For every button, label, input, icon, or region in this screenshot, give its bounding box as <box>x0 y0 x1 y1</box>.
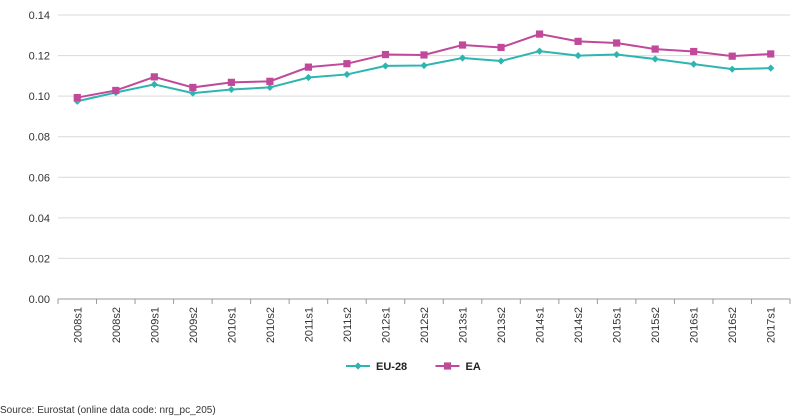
data-point <box>767 50 775 58</box>
x-tick-label: 2008s1 <box>72 307 84 343</box>
data-point <box>266 77 274 85</box>
data-point <box>189 89 197 97</box>
data-point <box>189 83 197 92</box>
data-point <box>150 80 158 88</box>
data-point <box>767 64 775 72</box>
data-point <box>728 65 736 73</box>
series-eu-28 <box>73 47 775 105</box>
data-point <box>497 57 505 65</box>
y-tick-label: 0.04 <box>29 213 50 225</box>
x-tick-label: 2009s2 <box>188 307 200 343</box>
data-point <box>266 83 274 92</box>
y-tick-label: 0.10 <box>29 91 50 103</box>
series-line <box>77 50 771 103</box>
data-point <box>458 54 467 62</box>
y-tick-label: 0.06 <box>29 172 50 184</box>
x-tick-label: 2016s2 <box>727 307 739 343</box>
y-tick-label: 0.14 <box>29 10 50 22</box>
data-point <box>574 37 582 45</box>
x-tick-label: 2008s2 <box>111 307 123 343</box>
x-tick-label: 2012s1 <box>380 307 392 343</box>
legend-marker <box>443 362 452 370</box>
x-tick-label: 2014s1 <box>535 307 547 343</box>
data-point <box>112 86 120 95</box>
legend: EU-28 EA <box>346 361 481 373</box>
x-tick-label: 2011s1 <box>303 307 315 342</box>
y-tick-label: 0.12 <box>29 51 50 63</box>
data-point <box>535 47 544 55</box>
x-tick-label: 2015s1 <box>612 307 624 343</box>
data-point <box>227 85 235 94</box>
x-tick-label: 2013s2 <box>496 307 508 343</box>
data-point <box>728 52 736 60</box>
data-point <box>690 60 698 68</box>
data-point <box>304 73 313 82</box>
y-axis-tick-labels: 0.00 0.02 0.04 0.06 0.08 0.10 0.12 0.14 <box>29 10 50 306</box>
x-tick-label: 2012s2 <box>419 307 431 343</box>
data-point <box>73 93 81 102</box>
data-point <box>613 39 621 47</box>
data-point <box>651 45 659 53</box>
x-axis: 2008s1 2008s2 2009s1 2009s2 2010s1 2010s2 2011… <box>57 299 791 343</box>
x-tick-label: 2016s1 <box>689 307 701 343</box>
y-tick-label: 0.00 <box>29 294 50 306</box>
x-tick-label: 2014s2 <box>573 307 585 343</box>
legend-label: EU-28 <box>376 361 407 373</box>
x-tick-label: 2017s1 <box>766 307 778 343</box>
x-tick-label: 2015s2 <box>650 307 662 343</box>
y-tick-label: 0.02 <box>29 253 50 265</box>
data-point <box>304 63 313 71</box>
data-point <box>150 73 158 81</box>
data-point <box>227 78 235 86</box>
series-ea <box>73 30 775 102</box>
data-point <box>381 50 390 59</box>
source-note: Source: Eurostat (online data code: nrg_… <box>0 405 216 416</box>
data-point <box>420 61 428 70</box>
x-tick-label: 2010s2 <box>265 307 277 343</box>
x-tick-label: 2013s1 <box>458 307 470 343</box>
x-tick-label: 2010s1 <box>226 307 238 343</box>
data-point <box>651 55 659 63</box>
data-point <box>343 60 351 68</box>
data-point <box>690 47 698 56</box>
data-point <box>458 41 467 49</box>
data-point <box>574 51 582 60</box>
series-lines <box>73 30 775 105</box>
legend-label: EA <box>466 361 481 373</box>
gridlines <box>58 14 790 300</box>
data-point <box>343 70 351 79</box>
data-point <box>381 62 390 70</box>
x-tick-label: 2009s1 <box>149 307 161 343</box>
data-point <box>420 51 428 59</box>
legend-marker <box>354 362 362 370</box>
data-point <box>613 50 621 59</box>
x-tick-label: 2011s2 <box>342 307 354 342</box>
data-point <box>535 30 544 38</box>
data-point <box>497 43 505 52</box>
y-tick-label: 0.08 <box>29 132 50 144</box>
